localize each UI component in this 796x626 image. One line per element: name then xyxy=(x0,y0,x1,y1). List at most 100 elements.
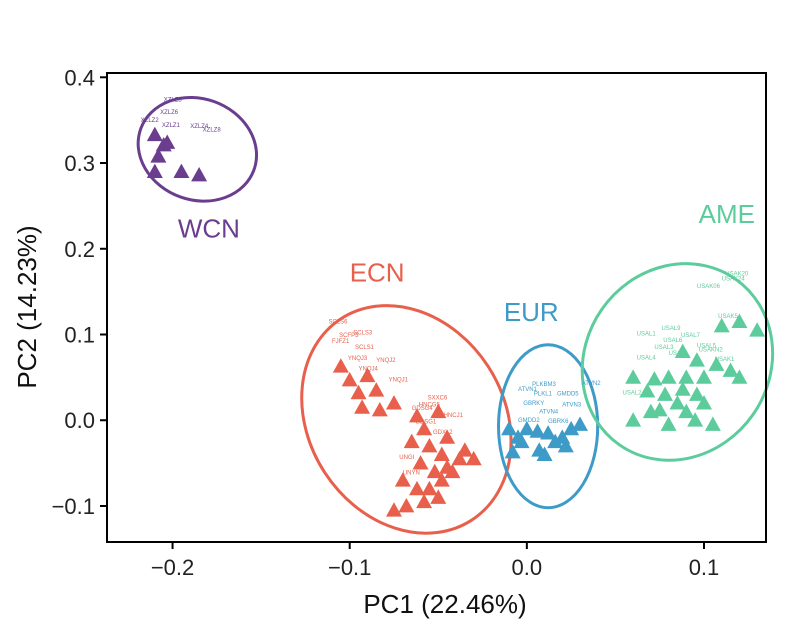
ecn-point xyxy=(433,446,450,461)
ame-sample-label: USAK20 xyxy=(725,271,749,277)
ecn-sample-label: FJFZ1 xyxy=(332,339,350,345)
wcn-group-label: WCN xyxy=(178,214,240,244)
ame-ellipse xyxy=(580,262,775,462)
ame-sample-label: USAL9 xyxy=(661,326,681,332)
ecn-point xyxy=(426,463,443,479)
ame-point xyxy=(625,412,642,427)
ecn-sample-label: HNCJ1 xyxy=(444,413,464,419)
ame-sample-label: USAL7 xyxy=(681,333,701,339)
ame-point xyxy=(713,317,730,333)
x-tick-label: −0.2 xyxy=(151,555,194,580)
wcn-sample-label: XZLZ1 xyxy=(162,123,181,129)
ecn-point xyxy=(409,480,426,496)
ame-point xyxy=(674,381,691,396)
y-tick-label: −0.1 xyxy=(52,494,95,519)
ecn-sample-label: SCLS1 xyxy=(355,345,375,351)
ecn-sample-label: YNQJ2 xyxy=(376,358,396,364)
ame-sample-label: USAL6 xyxy=(663,338,683,344)
ame-sample-label: USAKN2 xyxy=(699,348,724,354)
plot-frame xyxy=(106,72,767,543)
ecn-sample-label: YNQJ3 xyxy=(348,356,368,362)
eur-sample-label: ATVN4 xyxy=(539,409,559,415)
y-axis-label: PC2 (14.23%) xyxy=(12,225,42,388)
ecn-point xyxy=(416,493,433,509)
group-ellipses xyxy=(136,96,775,535)
ame-sample-label: USAL5 xyxy=(697,343,717,349)
eur-sample-label: GBRK6 xyxy=(548,419,569,425)
ame-point xyxy=(695,395,712,410)
ame-point xyxy=(660,369,677,384)
ecn-sample-label: YNQJ1 xyxy=(389,378,409,384)
group-labels: WCN ECN EUR AME xyxy=(178,199,755,327)
ame-point xyxy=(722,362,739,377)
wcn-point xyxy=(150,148,167,163)
eur-point xyxy=(571,416,588,431)
ame-point xyxy=(688,352,705,367)
ame-point xyxy=(704,416,721,431)
ecn-point xyxy=(416,420,433,436)
ame-sample-label: USAL2 xyxy=(623,391,643,397)
ecn-point xyxy=(359,367,376,383)
ecn-point xyxy=(430,489,447,504)
eur-sample-label: ATVN1 xyxy=(518,387,538,393)
ecn-point xyxy=(368,382,385,397)
ecn-sample-label: GDSG4 xyxy=(412,406,434,412)
ame-point xyxy=(678,369,695,384)
eur-point xyxy=(518,420,535,436)
ecn-ellipse xyxy=(300,304,513,535)
eur-point xyxy=(536,446,553,461)
ecn-sample-label: UNYN xyxy=(403,470,420,476)
ame-sample-label: USAK06 xyxy=(697,284,721,290)
ecn-group-label: ECN xyxy=(350,257,405,287)
eur-sample-label: ATVN3 xyxy=(562,403,582,409)
wcn-point xyxy=(146,163,163,179)
eur-ellipse xyxy=(497,343,600,510)
ame-point xyxy=(688,386,705,401)
ame-point xyxy=(678,403,695,419)
ame-point xyxy=(749,322,766,337)
y-tick-label: 0.4 xyxy=(64,65,95,90)
y-tick-label: 0.1 xyxy=(64,323,95,348)
ecn-point xyxy=(412,455,429,470)
ecn-sample-label: SCLS3 xyxy=(353,331,373,337)
ame-sample-label: USAK1 xyxy=(715,357,735,363)
ecn-point xyxy=(444,463,461,479)
ame-sample-label: USAL8 xyxy=(669,351,689,357)
ecn-sample-label: SXXC6 xyxy=(428,396,448,402)
ecn-point xyxy=(394,472,411,487)
y-tick-label: 0.0 xyxy=(64,408,95,433)
ecn-point xyxy=(433,472,450,487)
ame-sample-label: USAK5 xyxy=(718,314,738,320)
wcn-ellipse xyxy=(136,96,259,203)
ecn-sample-label: HNCG5 xyxy=(419,403,441,409)
ecn-sample-label: UNGI xyxy=(399,455,414,461)
eur-sample-label: GBRKY xyxy=(523,401,544,407)
eur-point xyxy=(547,433,564,449)
ecn-point xyxy=(409,407,426,423)
ecn-point xyxy=(354,399,371,414)
wcn-sample-label: XZLZ2 xyxy=(141,118,160,124)
ame-sample-label: USAL1 xyxy=(637,331,657,337)
ecn-point xyxy=(465,450,482,466)
x-axis-ticks: −0.2 −0.1 0.0 0.1 xyxy=(151,542,719,580)
ecn-point xyxy=(421,437,438,453)
ecn-point xyxy=(350,384,367,400)
ame-point xyxy=(687,412,704,427)
ecn-point xyxy=(385,502,402,517)
ecn-point xyxy=(439,429,456,444)
wcn-sample-label: XZLZ4 xyxy=(190,124,209,130)
wcn-sample-label: XZLZ3 xyxy=(164,97,183,103)
x-tick-label: −0.1 xyxy=(328,555,371,580)
ecn-point xyxy=(421,480,438,496)
ecn-sample-label: GDSG1 xyxy=(415,420,437,426)
eur-point xyxy=(529,423,546,438)
eur-point xyxy=(557,437,574,453)
ame-sample-label: USAL3 xyxy=(654,345,674,351)
ame-point xyxy=(731,369,748,384)
x-axis-label: PC1 (22.46%) xyxy=(363,589,526,619)
ecn-point xyxy=(385,395,402,410)
ame-group-label: AME xyxy=(699,199,755,229)
y-axis-ticks: −0.1 0.0 0.1 0.2 0.3 0.4 xyxy=(52,65,107,519)
eur-point xyxy=(563,420,580,436)
